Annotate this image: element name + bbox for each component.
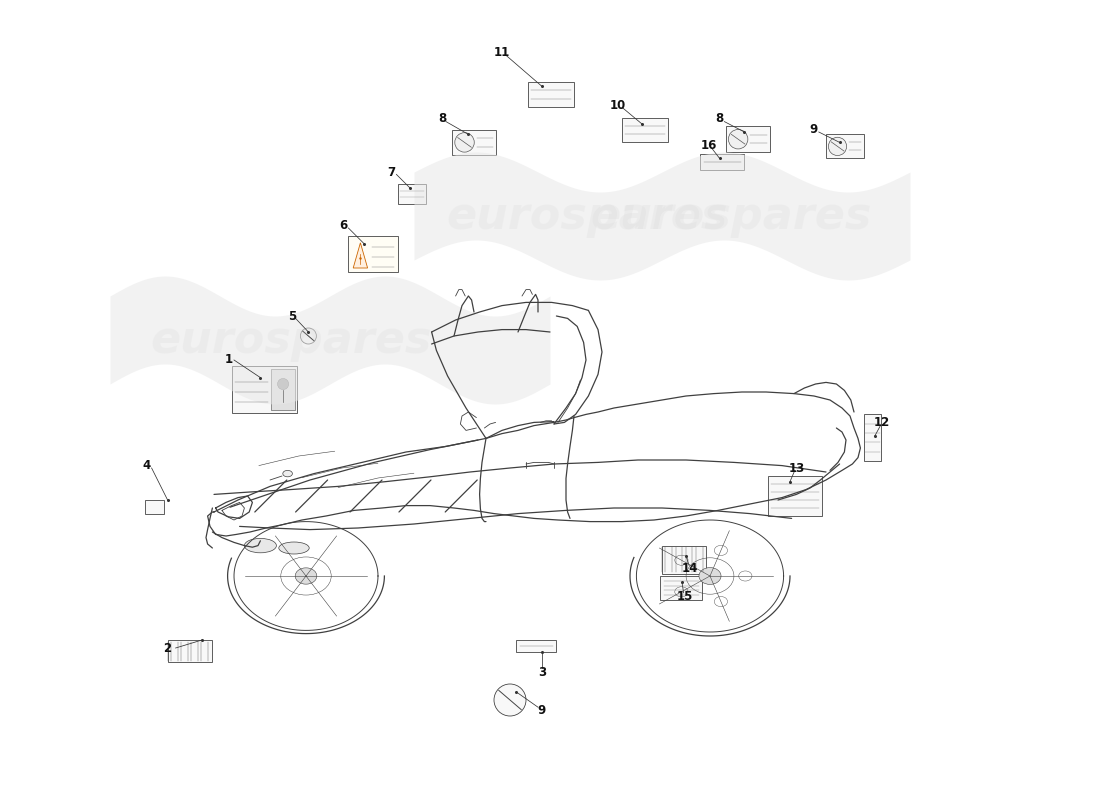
Text: 10: 10 (609, 99, 626, 112)
Bar (660, 576, 702, 600)
Text: eurospares: eurospares (446, 194, 727, 238)
Circle shape (494, 684, 526, 716)
Bar (232, 366, 297, 413)
Text: 2: 2 (164, 642, 172, 654)
Text: 14: 14 (682, 562, 698, 574)
Text: 5: 5 (288, 310, 297, 322)
Text: 3: 3 (538, 666, 546, 678)
Circle shape (728, 130, 748, 149)
Bar (145, 500, 164, 514)
Ellipse shape (698, 567, 720, 584)
Bar (701, 154, 745, 170)
Text: 1: 1 (224, 354, 232, 366)
Circle shape (828, 138, 847, 155)
Bar (726, 126, 770, 152)
Circle shape (300, 328, 317, 344)
Text: 8: 8 (438, 112, 447, 125)
Bar (662, 546, 706, 574)
Circle shape (277, 378, 288, 390)
Text: 7: 7 (387, 166, 396, 178)
Text: 12: 12 (873, 416, 890, 429)
Text: 16: 16 (701, 139, 716, 152)
Text: 9: 9 (538, 704, 546, 717)
Text: 11: 11 (494, 46, 510, 58)
Bar (528, 82, 574, 107)
Circle shape (454, 133, 474, 152)
Ellipse shape (278, 542, 309, 554)
Text: 15: 15 (676, 590, 693, 602)
Ellipse shape (244, 538, 276, 553)
Bar (516, 640, 557, 652)
Bar (349, 236, 398, 272)
Ellipse shape (283, 470, 293, 477)
Text: eurospares: eurospares (150, 318, 431, 362)
Bar (398, 184, 426, 204)
Bar (864, 414, 881, 461)
Ellipse shape (295, 568, 317, 584)
Bar (452, 130, 496, 155)
Text: 6: 6 (340, 219, 348, 232)
Bar (271, 369, 295, 410)
Bar (167, 640, 211, 662)
Bar (621, 118, 669, 142)
Bar (768, 476, 822, 516)
Text: 8: 8 (715, 112, 724, 125)
Bar (826, 134, 865, 158)
Text: eurospares: eurospares (590, 194, 871, 238)
Polygon shape (353, 242, 367, 268)
Text: 4: 4 (143, 459, 151, 472)
Text: 9: 9 (810, 123, 818, 136)
Text: 13: 13 (789, 462, 804, 474)
